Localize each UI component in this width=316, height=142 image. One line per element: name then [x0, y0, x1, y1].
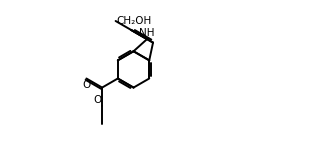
Text: CH₂OH: CH₂OH: [116, 16, 152, 26]
Text: O: O: [93, 95, 101, 105]
Text: O: O: [82, 80, 90, 90]
Text: NH: NH: [139, 28, 155, 38]
